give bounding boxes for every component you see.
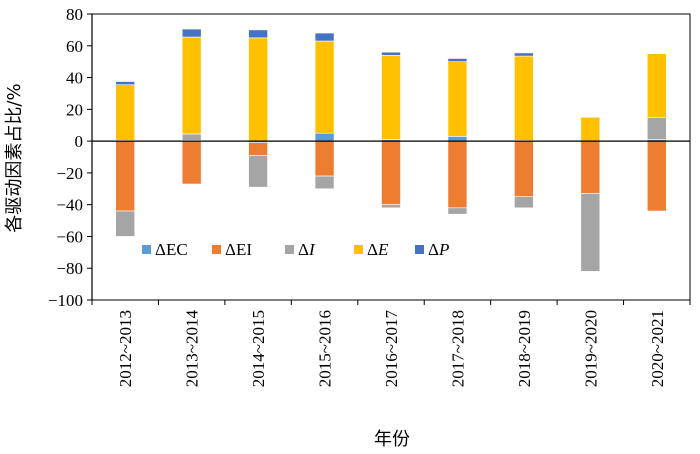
bar-e-2017~2018 xyxy=(447,61,468,137)
legend: ΔEC ΔEI ΔI ΔE ΔP xyxy=(142,240,449,259)
bar-p-2012~2013 xyxy=(115,81,136,86)
legend-label-ei: ΔEI xyxy=(225,240,252,259)
y-tick-label: 20 xyxy=(66,100,83,119)
bar-ei-2020~2021 xyxy=(646,140,667,212)
x-tick-label: 2012~2013 xyxy=(116,310,135,387)
bar-ec-2017~2018 xyxy=(447,136,468,142)
bar-ei-2017~2018 xyxy=(447,140,468,209)
x-tick-label: 2017~2018 xyxy=(448,310,467,387)
bar-ei-2014~2015 xyxy=(248,142,268,156)
x-tick-label: 2019~2020 xyxy=(581,310,600,387)
y-axis-title: 各驱动因素占比/% xyxy=(4,83,25,232)
y-tick-label: −60 xyxy=(56,227,83,246)
x-axis-title: 年份 xyxy=(374,429,410,450)
bar-ei-2015~2016 xyxy=(314,140,335,177)
bar-p-2015~2016 xyxy=(314,32,335,42)
bar-i-2018~2019 xyxy=(514,196,534,209)
x-tick-label: 2014~2015 xyxy=(249,310,268,387)
y-tick-label: 80 xyxy=(66,5,83,24)
x-tick-label: 2018~2019 xyxy=(515,310,534,387)
legend-swatch-e xyxy=(354,245,363,254)
bar-i-2013~2014 xyxy=(181,133,202,141)
bar-e-2015~2016 xyxy=(314,40,335,134)
legend-label-e: ΔE xyxy=(367,240,389,259)
bar-p-2018~2019 xyxy=(514,52,534,57)
x-tick-label: 2016~2017 xyxy=(382,310,401,388)
x-tick-label: 2013~2014 xyxy=(183,310,202,388)
legend-label-i: ΔI xyxy=(298,240,316,259)
bar-e-2012~2013 xyxy=(115,84,136,141)
bar-ei-2016~2017 xyxy=(381,140,401,205)
legend-swatch-ec xyxy=(142,245,151,254)
bar-p-2016~2017 xyxy=(381,51,401,56)
x-tick-label: 2020~2021 xyxy=(648,310,667,387)
bar-i-2014~2015 xyxy=(248,155,268,188)
y-tick-label: −20 xyxy=(56,164,83,183)
bar-i-2020~2021 xyxy=(646,116,667,140)
bar-segments xyxy=(115,28,667,272)
bar-e-2018~2019 xyxy=(514,55,534,141)
y-tick-label: −100 xyxy=(48,291,83,310)
bar-e-2014~2015 xyxy=(248,37,268,142)
bar-i-2016~2017 xyxy=(381,204,401,209)
bar-p-2013~2014 xyxy=(181,28,202,38)
bar-ec-2015~2016 xyxy=(314,132,335,142)
bar-i-2019~2020 xyxy=(580,193,601,272)
bar-ei-2019~2020 xyxy=(580,140,601,194)
y-tick-label: 0 xyxy=(75,132,84,151)
bar-e-2020~2021 xyxy=(646,53,667,118)
bar-e-2019~2020 xyxy=(580,116,601,142)
axes xyxy=(91,14,690,300)
y-tick-label: 40 xyxy=(66,69,83,88)
bar-p-2017~2018 xyxy=(447,58,468,62)
bar-e-2016~2017 xyxy=(381,55,401,140)
legend-label-ec: ΔEC xyxy=(155,240,188,259)
legend-label-p: ΔP xyxy=(428,240,449,259)
bar-ei-2012~2013 xyxy=(115,140,136,212)
legend-swatch-i xyxy=(285,245,294,254)
y-axis-ticks: −100 −80 −60 −40 −20 0 20 40 60 80 xyxy=(48,5,92,310)
bar-i-2012~2013 xyxy=(115,210,136,237)
x-tick-label: 2015~2016 xyxy=(316,310,335,387)
legend-swatch-ei xyxy=(212,245,221,254)
bar-ei-2018~2019 xyxy=(514,140,534,198)
bar-i-2017~2018 xyxy=(447,207,468,215)
y-tick-label: 60 xyxy=(66,37,83,56)
x-axis-ticks: 2012~2013 2013~2014 2014~2015 2015~2016 2016… xyxy=(91,300,691,388)
y-tick-label: −80 xyxy=(56,259,83,278)
y-tick-label: −40 xyxy=(56,196,83,215)
bar-e-2013~2014 xyxy=(181,36,202,135)
bar-p-2014~2015 xyxy=(248,29,268,39)
bar-ei-2013~2014 xyxy=(181,140,202,185)
bar-i-2015~2016 xyxy=(314,175,335,190)
legend-swatch-p xyxy=(415,245,424,254)
